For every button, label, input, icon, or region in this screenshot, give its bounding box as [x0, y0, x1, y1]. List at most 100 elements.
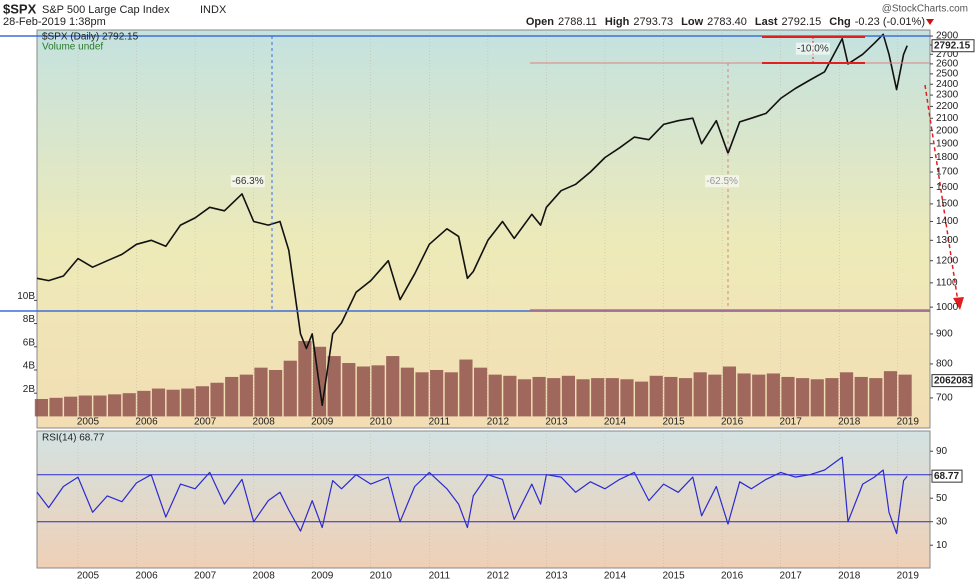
x-tick-label: 2005 — [77, 571, 100, 582]
stat-value: 2783.40 — [707, 16, 747, 28]
volume-bar — [839, 372, 854, 417]
volume-bar — [722, 366, 737, 417]
down-arrow — [926, 19, 934, 25]
volume-bar — [737, 373, 751, 417]
arrow-head — [953, 297, 964, 310]
volume-bar — [151, 388, 166, 417]
x-tick-label: 2013 — [545, 417, 568, 428]
y-tick-label: 1700 — [936, 167, 959, 178]
volume-bar — [781, 376, 795, 417]
x-tick-label: 2008 — [253, 417, 276, 428]
x-tick-label: 2014 — [604, 417, 627, 428]
price-panel — [36, 29, 931, 429]
volume-bar — [166, 389, 180, 417]
volume-bar — [649, 375, 663, 417]
y2-tick-label: 4B — [23, 361, 36, 372]
annotation-bg — [705, 175, 740, 188]
stat-label: Last — [755, 16, 778, 28]
last-value-box — [931, 469, 963, 483]
volume-bar — [283, 360, 297, 417]
annotation-bg — [795, 42, 830, 55]
volume-bar — [883, 371, 898, 417]
volume-bar — [181, 388, 195, 417]
volume-bar — [693, 372, 707, 417]
last-value-label: 68.77 — [934, 471, 959, 482]
last-value-box — [931, 39, 975, 53]
source: @StockCharts.com — [882, 4, 968, 15]
volume-bar — [459, 359, 473, 417]
legend-entry: Volume undef — [42, 42, 103, 53]
volume-bar — [34, 398, 48, 417]
x-tick-label: 2015 — [662, 417, 685, 428]
volume-bar — [854, 376, 868, 417]
stat-label: High — [605, 16, 630, 28]
volume-bar — [605, 378, 619, 417]
volume-bar — [78, 395, 92, 417]
y-tick-label: 10 — [936, 540, 948, 551]
volume-bar — [869, 378, 883, 417]
x-tick-label: 2018 — [838, 571, 861, 582]
y-tick-label: 1000 — [936, 302, 959, 313]
volume-bar — [254, 367, 268, 417]
volume-bar — [810, 379, 824, 417]
x-tick-label: 2012 — [487, 417, 510, 428]
x-tick-label: 2008 — [253, 571, 276, 582]
x-tick-label: 2013 — [545, 571, 568, 582]
volume-bar — [356, 366, 371, 417]
rsi-panel — [36, 430, 931, 569]
stat-label: Open — [526, 16, 554, 28]
y-tick-label: 1400 — [936, 216, 959, 227]
legend-entry: $SPX (Daily) 2792.15 — [42, 32, 139, 43]
y-tick-label: 30 — [936, 516, 948, 527]
y-tick-label: 900 — [936, 329, 953, 340]
y-tick-label: 800 — [936, 359, 953, 370]
plot-layer — [34, 30, 930, 568]
y2-tick-label: 2B — [23, 384, 36, 395]
volume-bar — [49, 397, 63, 417]
volume-bar — [488, 374, 502, 417]
volume-bar — [239, 374, 253, 417]
x-tick-label: 2007 — [194, 571, 217, 582]
symbol: $SPX — [3, 1, 37, 16]
volume-bar — [752, 374, 766, 417]
volume-bar — [708, 374, 722, 417]
volume-bar — [195, 386, 210, 417]
x-tick-label: 2011 — [429, 571, 451, 582]
volume-bar — [298, 340, 312, 417]
volume-bar — [386, 356, 400, 417]
stat-value: 2788.11 — [558, 16, 597, 28]
y-tick-label: 1500 — [936, 199, 959, 210]
stats: Open 2788.11 High 2793.73 Low 2783.40 Last 2792… — [526, 16, 925, 28]
y-tick-label: 2600 — [936, 59, 959, 70]
stat-label: Low — [681, 16, 703, 28]
y-tick-label: 2300 — [936, 90, 959, 101]
last-value-box — [931, 374, 973, 388]
x-tick-label: 2006 — [135, 571, 158, 582]
annotation-bg — [230, 175, 265, 188]
x-tick-label: 2006 — [135, 417, 158, 428]
last-value-label: 2792.15 — [934, 40, 971, 51]
x-tick-label: 2019 — [897, 417, 920, 428]
x-tick-label: 2014 — [604, 571, 627, 582]
x-tick-label: 2009 — [311, 571, 334, 582]
x-tick-label: 2010 — [370, 571, 393, 582]
y2-tick-label: 10B — [17, 291, 35, 302]
y-tick-label: 1900 — [936, 138, 959, 149]
volume-bar — [547, 378, 561, 417]
volume-bar — [137, 390, 151, 417]
x-tick-label: 2005 — [77, 417, 100, 428]
y-tick-label: 1600 — [936, 182, 959, 193]
volume-bar — [576, 379, 590, 417]
legend-entry: RSI(14) 68.77 — [42, 433, 105, 444]
stat-value: 2792.15 — [782, 16, 822, 28]
volume-bar — [473, 367, 488, 417]
volume-bar — [898, 374, 912, 417]
arrow — [924, 84, 959, 303]
annotation: -62.5% — [706, 176, 738, 187]
volume-bar — [664, 376, 678, 417]
y-tick-label: 700 — [936, 393, 953, 404]
volume-bar — [532, 376, 546, 417]
volume-bar — [561, 375, 575, 417]
stat-label: Chg — [829, 16, 850, 28]
